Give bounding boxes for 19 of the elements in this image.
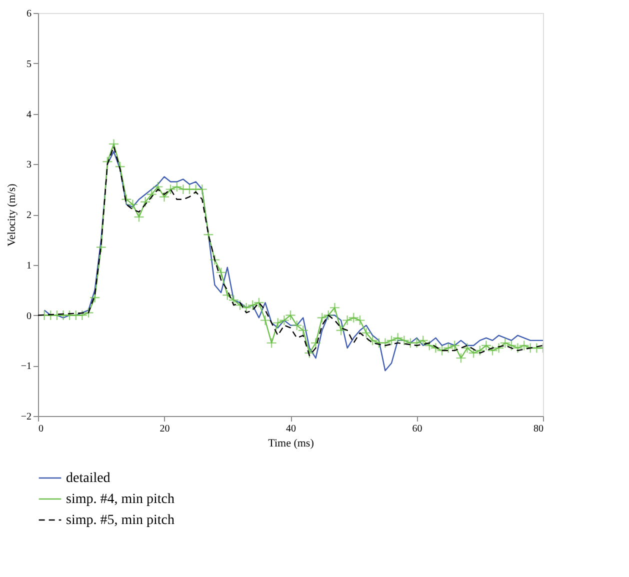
y-tick-label: 3: [26, 160, 32, 171]
legend-label: simp. #4, min pitch: [66, 492, 174, 507]
y-tick-label: 1: [26, 260, 32, 272]
y-axis-title: Velocity (m/s): [6, 183, 18, 246]
y-tick-label: 0: [26, 310, 32, 322]
x-tick-label: 40: [286, 424, 296, 434]
legend-label: simp. #5, min pitch: [66, 513, 174, 528]
x-tick-label: 0: [38, 424, 44, 434]
y-tick-label: −2: [20, 412, 32, 422]
x-tick-label: 60: [412, 424, 422, 434]
x-tick-label: 80: [534, 424, 544, 434]
y-tick-label: −1: [20, 361, 32, 372]
x-tick-label: 20: [160, 424, 170, 434]
y-tick-label: 2: [26, 210, 32, 221]
x-axis-title: Time (ms): [268, 438, 314, 450]
y-tick-label: 4: [26, 109, 32, 120]
y-tick-label: 6: [26, 8, 32, 20]
legend-label: detailed: [66, 471, 110, 486]
y-tick-label: 5: [26, 58, 32, 70]
